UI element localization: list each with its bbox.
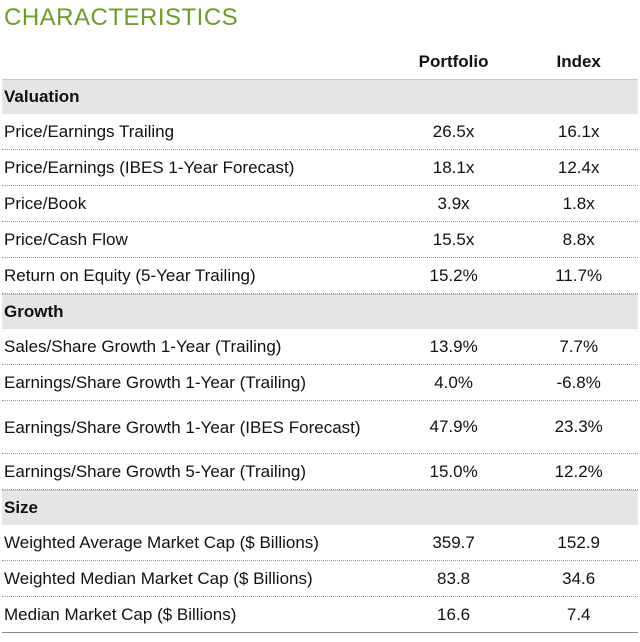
table-header: Portfolio Index [2, 44, 638, 79]
row-label: Weighted Median Market Cap ($ Billions) [4, 569, 313, 588]
header-index: Index [556, 51, 601, 71]
table-row: Earnings/Share Growth 1-Year (Trailing) … [2, 365, 638, 401]
row-portfolio-value: 15.0% [429, 461, 478, 481]
row-portfolio-value: 83.8 [437, 568, 471, 588]
row-index-value: 152.9 [557, 532, 600, 552]
row-portfolio-value: 359.7 [432, 532, 475, 552]
table-row: Price/Earnings Trailing 26.5x 16.1x [2, 114, 638, 150]
table-row: Earnings/Share Growth 5-Year (Trailing) … [2, 454, 638, 490]
table-row: Sales/Share Growth 1-Year (Trailing) 13.… [2, 329, 638, 365]
row-portfolio-value: 15.5x [432, 229, 475, 249]
table-row: Price/Earnings (IBES 1-Year Forecast) 18… [2, 150, 638, 186]
row-portfolio-value: 4.0% [434, 372, 473, 392]
row-label: Price/Earnings (IBES 1-Year Forecast) [4, 158, 295, 177]
table-row: Earnings/Share Growth 1-Year (IBES Forec… [2, 401, 638, 454]
table-row: Weighted Median Market Cap ($ Billions) … [2, 561, 638, 597]
row-portfolio-value: 13.9% [429, 336, 478, 356]
row-index-value: 12.2% [554, 461, 603, 481]
section-valuation: Valuation [2, 79, 638, 114]
row-label: Earnings/Share Growth 1-Year (IBES Forec… [4, 417, 361, 437]
row-portfolio-value: 3.9x [437, 193, 470, 213]
row-index-value: 12.4x [557, 157, 600, 177]
row-index-value: 11.7% [555, 265, 603, 285]
row-portfolio-value: 47.9% [429, 417, 478, 436]
row-portfolio-value: 18.1x [432, 157, 475, 177]
row-label: Median Market Cap ($ Billions) [4, 605, 237, 624]
row-index-value: 8.8x [562, 229, 595, 249]
row-index-value: 7.7% [559, 336, 599, 356]
row-label: Return on Equity (5-Year Trailing) [4, 266, 256, 285]
row-portfolio-value: 16.6 [437, 604, 471, 624]
section-growth: Growth [2, 294, 638, 329]
characteristics-table: Portfolio Index Valuation Price/Earnings… [2, 44, 638, 633]
row-label: Earnings/Share Growth 1-Year (Trailing) [4, 373, 307, 392]
table-row: Price/Book 3.9x 1.8x [2, 186, 638, 222]
row-label: Price/Book [4, 194, 87, 213]
row-index-value: 1.8x [562, 193, 595, 213]
row-label: Weighted Average Market Cap ($ Billions) [4, 533, 319, 552]
row-index-value: 23.3% [554, 417, 603, 436]
row-label: Earnings/Share Growth 5-Year (Trailing) [4, 462, 307, 481]
page-title: CHARACTERISTICS [4, 4, 239, 31]
table-row: Median Market Cap ($ Billions) 16.6 7.4 [2, 597, 638, 633]
row-index-value: -6.8% [556, 372, 601, 392]
row-index-value: 16.1x [557, 121, 600, 141]
row-portfolio-value: 26.5x [432, 121, 475, 141]
row-index-value: 34.6 [562, 568, 596, 588]
row-label: Price/Earnings Trailing [4, 122, 175, 141]
table-row: Return on Equity (5-Year Trailing) 15.2%… [2, 258, 638, 294]
row-portfolio-value: 15.2% [429, 265, 478, 285]
row-label: Sales/Share Growth 1-Year (Trailing) [4, 337, 282, 356]
row-index-value: 7.4 [566, 604, 591, 624]
section-size: Size [2, 490, 638, 525]
header-portfolio: Portfolio [418, 51, 489, 71]
table-row: Price/Cash Flow 15.5x 8.8x [2, 222, 638, 258]
row-label: Price/Cash Flow [4, 230, 128, 249]
table-row: Weighted Average Market Cap ($ Billions)… [2, 525, 638, 561]
